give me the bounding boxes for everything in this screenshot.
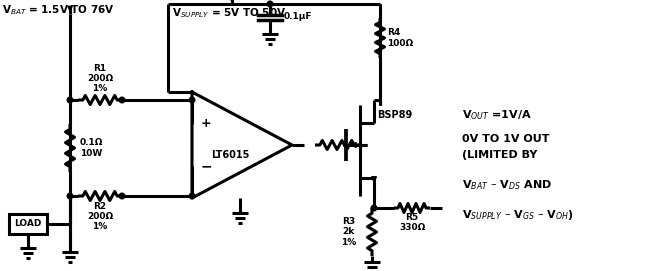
Text: V$_{BAT}$ – V$_{DS}$ AND: V$_{BAT}$ – V$_{DS}$ AND [462, 178, 552, 192]
Text: V$_{BAT}$ = 1.5V TO 76V: V$_{BAT}$ = 1.5V TO 76V [2, 3, 114, 17]
Text: V$_{SUPPLY}$ = 5V TO 50V: V$_{SUPPLY}$ = 5V TO 50V [172, 6, 286, 20]
Text: −: − [201, 159, 213, 173]
Text: R5
330Ω: R5 330Ω [399, 213, 425, 232]
Circle shape [267, 1, 273, 7]
Text: V$_{OUT}$ =1V/A: V$_{OUT}$ =1V/A [462, 108, 532, 122]
Text: 0.1Ω
10W: 0.1Ω 10W [80, 138, 103, 157]
Circle shape [119, 193, 125, 199]
Text: 0V TO 1V OUT: 0V TO 1V OUT [462, 134, 549, 144]
Text: 0.1μF: 0.1μF [284, 12, 313, 21]
Text: LOAD: LOAD [14, 220, 42, 228]
Text: R1
200Ω
1%: R1 200Ω 1% [87, 64, 113, 93]
Text: R3
2k
1%: R3 2k 1% [341, 217, 356, 247]
Circle shape [67, 97, 73, 103]
Text: R2
200Ω
1%: R2 200Ω 1% [87, 202, 113, 231]
Text: +: + [201, 117, 212, 130]
Text: BSP89: BSP89 [377, 110, 412, 120]
Text: (LIMITED BY: (LIMITED BY [462, 150, 538, 160]
Circle shape [67, 193, 73, 199]
Text: V$_{SUPPLY}$ – V$_{GS}$ – V$_{OH}$): V$_{SUPPLY}$ – V$_{GS}$ – V$_{OH}$) [462, 208, 574, 222]
Text: LT6015: LT6015 [211, 150, 249, 160]
Circle shape [119, 97, 125, 103]
Bar [9, 214, 47, 234]
Circle shape [371, 205, 377, 211]
Circle shape [189, 97, 195, 103]
Circle shape [189, 193, 195, 199]
Text: R4
100Ω: R4 100Ω [387, 28, 413, 47]
